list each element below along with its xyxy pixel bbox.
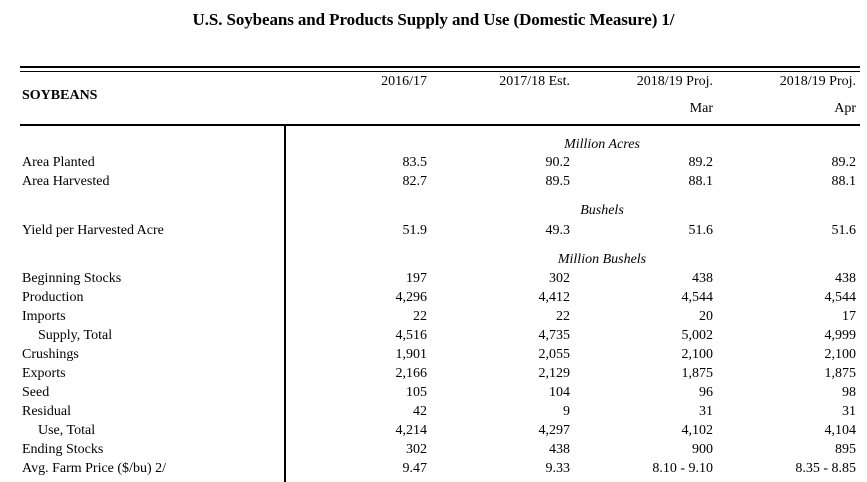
row-label: Beginning Stocks [22,271,122,286]
table-row: Use, Total 4,214 4,297 4,102 4,104 [0,421,867,440]
table-row: Beginning Stocks 197 302 438 438 [0,269,867,288]
table-row: Residual 42 9 31 31 [0,402,867,421]
cell: 96 [699,385,713,400]
cell: 89.2 [688,155,714,170]
cell: 105 [406,385,427,400]
page-title: U.S. Soybeans and Products Supply and Us… [192,10,675,29]
col-head-2018-19-mar: 2018/19 Proj. [636,74,713,89]
cell: 89.2 [831,155,857,170]
cell: 1,875 [681,366,714,381]
cell: 51.9 [402,223,428,238]
table-row: Area Planted 83.5 90.2 89.2 89.2 [0,153,867,172]
cell: 197 [406,271,427,286]
cell: 90.2 [545,155,571,170]
row-label: Area Planted [22,155,95,170]
cell: 5,002 [681,328,714,343]
table-row: Crushings 1,901 2,055 2,100 2,100 [0,345,867,364]
cell: 2,129 [538,366,571,381]
row-label: Residual [22,404,71,419]
table-row: Supply, Total 4,516 4,735 5,002 4,999 [0,326,867,345]
column-divider [284,126,286,482]
cell: 4,104 [824,423,857,438]
table-row: Imports 22 22 20 17 [0,307,867,326]
row-label: Area Harvested [22,174,110,189]
cell: 4,544 [681,290,714,305]
cell: 22 [556,309,570,324]
cell: 9.47 [402,461,428,476]
cell: 88.1 [831,174,857,189]
cell: 4,214 [395,423,428,438]
cell: 49.3 [545,223,571,238]
row-label: Production [22,290,84,305]
cell: 82.7 [402,174,428,189]
unit-million-acres: Million Acres [564,137,640,152]
cell: 4,102 [681,423,714,438]
cell: 302 [406,442,427,457]
cell: 17 [842,309,856,324]
cell: 438 [549,442,570,457]
top-rule-thin [20,71,860,72]
cell: 42 [413,404,427,419]
cell: 98 [842,385,856,400]
cell: 2,055 [538,347,571,362]
cell: 51.6 [688,223,714,238]
row-label: Seed [22,385,50,400]
cell: 83.5 [402,155,428,170]
cell: 9 [563,404,570,419]
unit-bushels: Bushels [580,203,624,218]
cell: 8.10 - 9.10 [652,461,713,476]
cell: 89.5 [545,174,571,189]
cell: 1,875 [824,366,857,381]
cell: 4,999 [824,328,857,343]
cell: 31 [842,404,856,419]
cell: 438 [835,271,856,286]
table-row: Avg. Farm Price ($/bu) 2/ 9.47 9.33 8.10… [0,459,867,478]
table-row: Exports 2,166 2,129 1,875 1,875 [0,364,867,383]
row-label: Crushings [22,347,79,362]
cell: 4,296 [395,290,428,305]
row-label: Imports [22,309,66,324]
row-label: Use, Total [38,423,96,438]
cell: 4,544 [824,290,857,305]
col-head-2017-18: 2017/18 Est. [499,74,570,89]
section-label: SOYBEANS [22,88,98,103]
cell: 2,100 [824,347,857,362]
col-head-mar: Mar [689,101,713,116]
row-label: Avg. Farm Price ($/bu) 2/ [22,461,166,476]
cell: 31 [699,404,713,419]
cell: 20 [699,309,713,324]
unit-million-bushels: Million Bushels [557,252,647,267]
cell: 88.1 [688,174,714,189]
cell: 4,412 [538,290,571,305]
cell: 2,166 [395,366,428,381]
cell: 4,516 [395,328,428,343]
cell: 22 [413,309,427,324]
table-row: Yield per Harvested Acre 51.9 49.3 51.6 … [0,221,867,240]
cell: 895 [835,442,856,457]
row-label: Ending Stocks [22,442,104,457]
cell: 900 [692,442,713,457]
table-row: Area Harvested 82.7 89.5 88.1 88.1 [0,172,867,191]
cell: 104 [549,385,570,400]
col-head-2016-17: 2016/17 [381,74,427,89]
cell: 4,297 [538,423,571,438]
cell: 2,100 [681,347,714,362]
cell: 51.6 [831,223,857,238]
table-row: Production 4,296 4,412 4,544 4,544 [0,288,867,307]
col-head-2018-19-apr: 2018/19 Proj. [779,74,856,89]
top-rule [20,66,860,68]
col-head-apr: Apr [834,101,856,116]
cell: 438 [692,271,713,286]
row-label: Exports [22,366,66,381]
row-label: Yield per Harvested Acre [22,223,164,238]
cell: 8.35 - 8.85 [795,461,856,476]
cell: 302 [549,271,570,286]
cell: 1,901 [395,347,428,362]
cell: 9.33 [545,461,571,476]
table-row: Seed 105 104 96 98 [0,383,867,402]
row-label: Supply, Total [38,328,113,343]
cell: 4,735 [538,328,571,343]
header-rule [20,124,860,126]
table-row: Ending Stocks 302 438 900 895 [0,440,867,459]
